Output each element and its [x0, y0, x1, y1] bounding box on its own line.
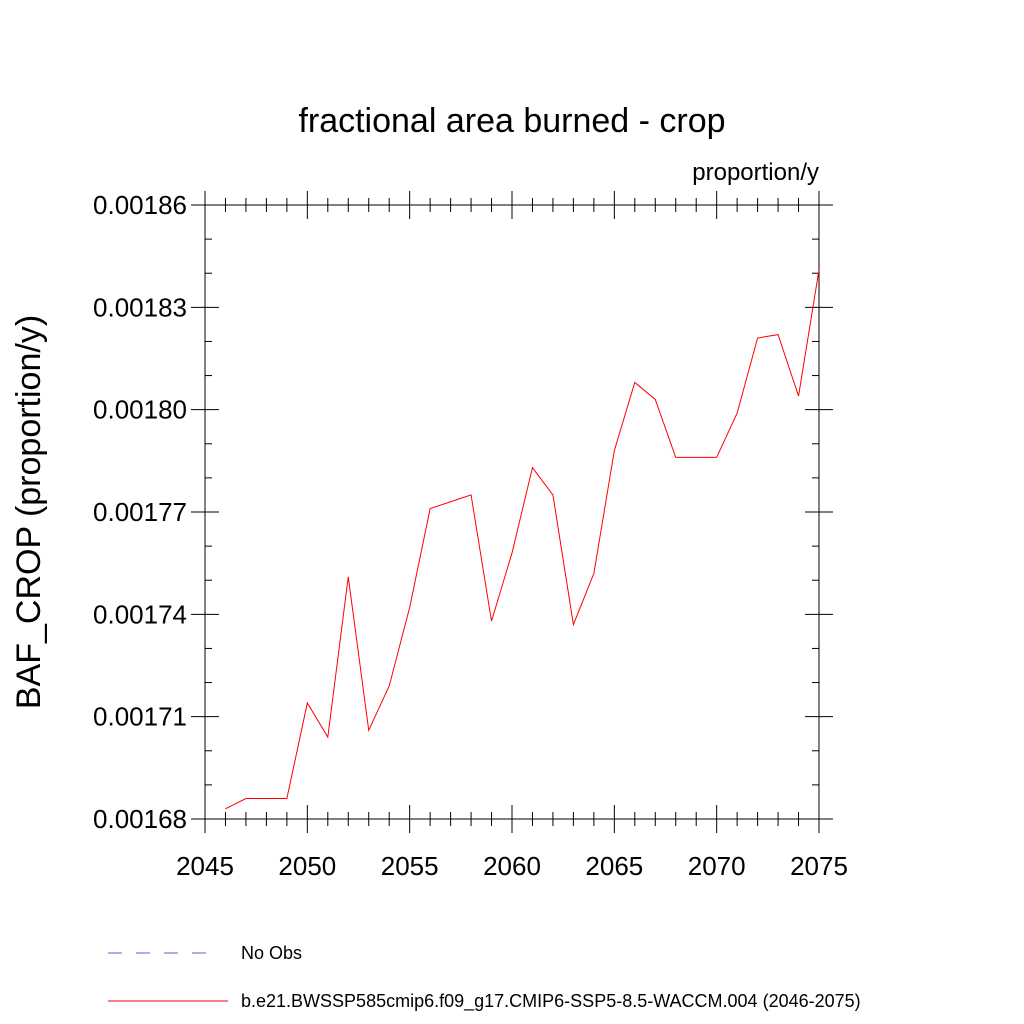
y-tick-label: 0.00177 [93, 497, 187, 527]
data-point [367, 729, 370, 732]
legend-label-model: b.e21.BWSSP585cmip6.f09_g17.CMIP6-SSP5-8… [241, 991, 861, 1012]
data-point [388, 684, 391, 687]
data-point [408, 606, 411, 609]
data-point [797, 395, 800, 398]
x-tick-label: 2065 [585, 851, 643, 881]
y-tick-label: 0.00183 [93, 292, 187, 322]
units-label: proportion/y [692, 159, 819, 186]
data-point [777, 333, 780, 336]
series-layer [224, 268, 821, 810]
y-tick-label: 0.00186 [93, 190, 187, 220]
data-point [613, 449, 616, 452]
data-point [511, 551, 514, 554]
data-point [429, 507, 432, 510]
legend: No Obs b.e21.BWSSP585cmip6.f09_g17.CMIP6-… [108, 943, 861, 1012]
data-point [695, 456, 698, 459]
data-point [592, 572, 595, 575]
data-point [449, 500, 452, 503]
data-point [306, 702, 309, 705]
y-tick-label: 0.00174 [93, 599, 187, 629]
data-point [326, 736, 329, 739]
data-point [736, 412, 739, 415]
plot-frame [204, 204, 820, 820]
data-point [244, 797, 247, 800]
data-point [818, 268, 821, 271]
data-point [224, 807, 227, 810]
axis-ticks [191, 191, 833, 833]
data-point [572, 623, 575, 626]
data-point [285, 797, 288, 800]
x-tick-label: 2045 [176, 851, 234, 881]
data-point [347, 575, 350, 578]
data-point [654, 398, 657, 401]
data-point [756, 337, 759, 340]
data-point [531, 466, 534, 469]
y-tick-label: 0.00171 [93, 702, 187, 732]
data-point [674, 456, 677, 459]
data-point [470, 493, 473, 496]
x-tick-label: 2075 [790, 851, 848, 881]
x-tick-label: 2070 [688, 851, 746, 881]
data-point [490, 620, 493, 623]
y-tick-label: 0.00168 [93, 804, 187, 834]
data-point [551, 493, 554, 496]
data-point [265, 797, 268, 800]
x-tick-label: 2050 [278, 851, 336, 881]
x-tick-label: 2055 [381, 851, 439, 881]
chart-title: fractional area burned - crop [298, 102, 725, 140]
y-tick-label: 0.00180 [93, 395, 187, 425]
y-axis-label: BAF_CROP (proportion/y) [10, 315, 48, 709]
legend-label-obs: No Obs [241, 943, 302, 963]
data-point [715, 456, 718, 459]
series-line [225, 269, 820, 810]
axis-tick-labels: 2045 2050 2055 2060 2065 2070 2075 0.00168 0.001… [93, 190, 848, 881]
data-point [633, 381, 636, 384]
x-tick-label: 2060 [483, 851, 541, 881]
